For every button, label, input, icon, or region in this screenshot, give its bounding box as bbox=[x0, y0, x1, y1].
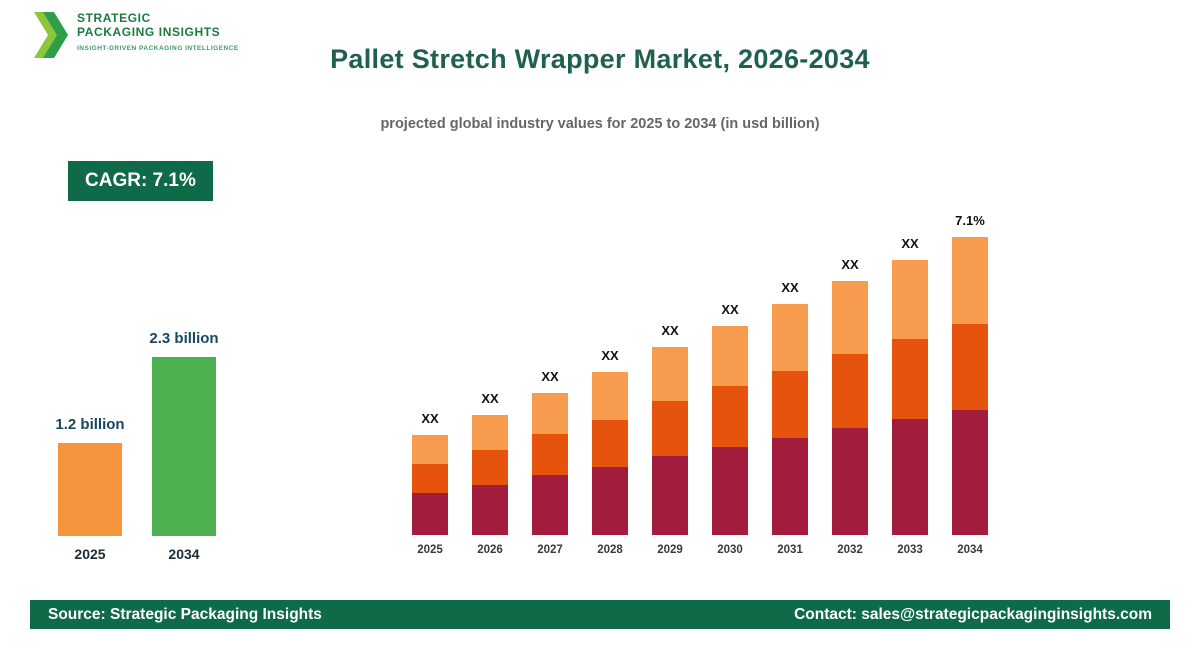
x-axis-label: 2030 bbox=[717, 544, 743, 556]
bar-segment-middle bbox=[532, 434, 568, 475]
x-axis-label: 2027 bbox=[537, 544, 563, 556]
bar-segment-bottom bbox=[412, 493, 448, 535]
bar-segment-middle bbox=[772, 371, 808, 438]
x-axis-label: 2025 bbox=[417, 544, 443, 556]
main-chart: XX 2025 XX 2026 XX 2027 XX 2028 XX 2029 XX 2030 XX 20… bbox=[412, 213, 988, 556]
bar-segment-bottom bbox=[892, 419, 928, 535]
bar-segment-middle bbox=[892, 339, 928, 419]
cagr-badge: CAGR: 7.1% bbox=[68, 161, 213, 201]
bar-segment-top bbox=[712, 326, 748, 386]
bar-segment-middle bbox=[712, 386, 748, 447]
bar-segment-top bbox=[832, 281, 868, 354]
summary-chart: 1.2 billion 2025 2.3 billion 2034 bbox=[55, 330, 219, 562]
chart-bar-group: XX 2033 bbox=[892, 236, 928, 556]
bar-segment-middle bbox=[652, 401, 688, 456]
bar-value-label: XX bbox=[541, 369, 559, 384]
chart-bar-group: XX 2028 bbox=[592, 348, 628, 556]
chart-bar-group: XX 2027 bbox=[532, 369, 568, 556]
x-axis-label: 2033 bbox=[897, 544, 923, 556]
bar-segment-bottom bbox=[532, 475, 568, 535]
bar-segment-middle bbox=[952, 324, 988, 410]
bar-value-label: XX bbox=[661, 323, 679, 338]
bar-segment-middle bbox=[592, 420, 628, 467]
x-axis-label: 2034 bbox=[957, 544, 983, 556]
bar-segment-top bbox=[532, 393, 568, 434]
bar-value-label: XX bbox=[601, 348, 619, 363]
summary-x-axis-label: 2025 bbox=[74, 546, 106, 562]
bar-value-label: XX bbox=[781, 280, 799, 295]
chart-bar-group: 7.1% 2034 bbox=[952, 213, 988, 556]
chart-bar-group: XX 2030 bbox=[712, 302, 748, 556]
bar-value-label: XX bbox=[721, 302, 739, 317]
bar-segment-middle bbox=[472, 450, 508, 485]
page-subtitle: projected global industry values for 202… bbox=[380, 116, 820, 132]
chart-bar-group: XX 2025 bbox=[412, 411, 448, 556]
footer-source: Source: Strategic Packaging Insights bbox=[48, 605, 322, 623]
summary-x-axis-label: 2034 bbox=[168, 546, 200, 562]
bar-value-label: XX bbox=[841, 257, 859, 272]
x-axis-label: 2026 bbox=[477, 544, 503, 556]
x-axis-label: 2028 bbox=[597, 544, 623, 556]
summary-bar bbox=[58, 443, 122, 536]
bar-segment-top bbox=[772, 304, 808, 371]
bar-segment-middle bbox=[832, 354, 868, 428]
x-axis-label: 2031 bbox=[777, 544, 803, 556]
brand-logo: STRATEGIC PACKAGING INSIGHTS INSIGHT-DRI… bbox=[34, 11, 239, 63]
x-axis-label: 2029 bbox=[657, 544, 683, 556]
bar-segment-top bbox=[652, 347, 688, 401]
bar-segment-bottom bbox=[952, 410, 988, 535]
bar-segment-top bbox=[952, 237, 988, 324]
bar-segment-top bbox=[592, 372, 628, 420]
bar-segment-bottom bbox=[832, 428, 868, 535]
bar-value-label: XX bbox=[901, 236, 919, 251]
bar-segment-bottom bbox=[712, 447, 748, 535]
brand-name-line1: STRATEGIC bbox=[77, 11, 151, 25]
summary-bar-group: 2.3 billion 2034 bbox=[149, 330, 219, 562]
chart-bar-group: XX 2026 bbox=[472, 391, 508, 556]
x-axis-label: 2032 bbox=[837, 544, 863, 556]
summary-bar-group: 1.2 billion 2025 bbox=[55, 416, 125, 562]
bar-value-label: 7.1% bbox=[955, 213, 985, 228]
footer-bar: Source: Strategic Packaging Insights Con… bbox=[30, 600, 1170, 629]
summary-bar bbox=[152, 357, 216, 536]
chart-bar-group: XX 2032 bbox=[832, 257, 868, 556]
footer-contact: Contact: sales@strategicpackaginginsight… bbox=[794, 605, 1152, 623]
chart-bar-group: XX 2029 bbox=[652, 323, 688, 556]
page-title: Pallet Stretch Wrapper Market, 2026-2034 bbox=[330, 44, 870, 74]
chart-bar-group: XX 2031 bbox=[772, 280, 808, 556]
summary-value-label: 2.3 billion bbox=[149, 330, 219, 347]
summary-value-label: 1.2 billion bbox=[55, 416, 125, 433]
bar-segment-bottom bbox=[772, 438, 808, 535]
bar-segment-bottom bbox=[592, 467, 628, 535]
bar-value-label: XX bbox=[481, 391, 499, 406]
brand-tagline: INSIGHT-DRIVEN PACKAGING INTELLIGENCE bbox=[77, 44, 239, 52]
brand-name-line2: PACKAGING INSIGHTS bbox=[77, 24, 221, 39]
bar-segment-top bbox=[892, 260, 928, 339]
bar-segment-top bbox=[412, 435, 448, 464]
bar-segment-middle bbox=[412, 464, 448, 493]
bar-value-label: XX bbox=[421, 411, 439, 426]
chevron-logo-icon bbox=[34, 12, 68, 63]
bar-segment-bottom bbox=[652, 456, 688, 535]
bar-segment-top bbox=[472, 415, 508, 450]
bar-segment-bottom bbox=[472, 485, 508, 535]
